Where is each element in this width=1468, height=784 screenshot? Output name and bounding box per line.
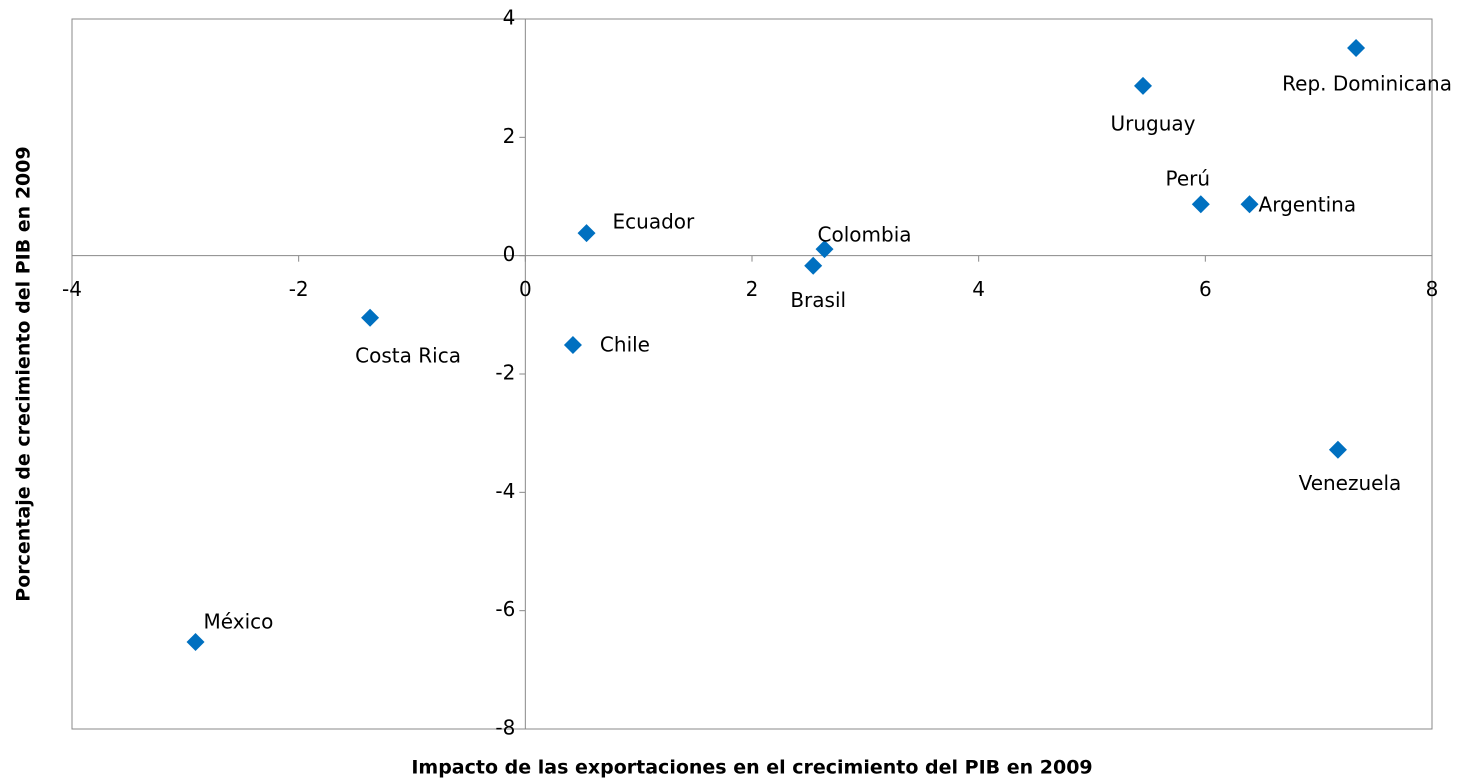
y-tick-label: -4	[495, 479, 515, 503]
y-axis-title: Porcentaje de crecimiento del PIB en 200…	[13, 146, 35, 601]
x-axis-title: Impacto de las exportaciones en el creci…	[411, 757, 1092, 779]
point-label: Chile	[600, 333, 650, 357]
data-point	[1240, 195, 1259, 214]
data-point	[1347, 38, 1366, 57]
data-point	[577, 224, 596, 243]
plot-border	[71, 18, 1433, 730]
x-tick-label: 0	[519, 277, 532, 301]
point-label: Costa Rica	[355, 343, 461, 367]
x-tick-label: -2	[289, 277, 309, 301]
point-label: Perú	[1166, 167, 1211, 191]
point-label: México	[204, 610, 274, 634]
point-label: Venezuela	[1299, 471, 1402, 495]
x-tick-label: -4	[62, 277, 82, 301]
data-point	[1134, 76, 1152, 95]
point-label: Brasil	[790, 288, 846, 312]
y-tick-label: -6	[495, 597, 515, 621]
point-label: Rep. Dominicana	[1282, 71, 1452, 95]
x-tick-label: 6	[1199, 277, 1212, 301]
data-point	[804, 256, 823, 275]
y-tick-label: -8	[495, 716, 515, 740]
x-tick-label: 2	[746, 277, 759, 301]
y-tick-label: 2	[503, 124, 516, 148]
y-tick-label: -2	[495, 361, 515, 385]
data-point	[1328, 440, 1347, 459]
data-point	[1191, 195, 1210, 214]
y-tick-label: 4	[503, 6, 516, 30]
data-point	[563, 336, 582, 355]
x-tick-label: 4	[972, 277, 985, 301]
data-point	[815, 240, 834, 259]
point-label: Uruguay	[1111, 111, 1196, 135]
x-tick-label: 8	[1426, 277, 1439, 301]
data-point	[186, 633, 205, 652]
point-label: Colombia	[818, 223, 912, 247]
data-point	[361, 308, 380, 327]
y-tick-label: 0	[503, 242, 516, 266]
point-label: Argentina	[1259, 193, 1357, 217]
point-label: Ecuador	[613, 210, 695, 234]
